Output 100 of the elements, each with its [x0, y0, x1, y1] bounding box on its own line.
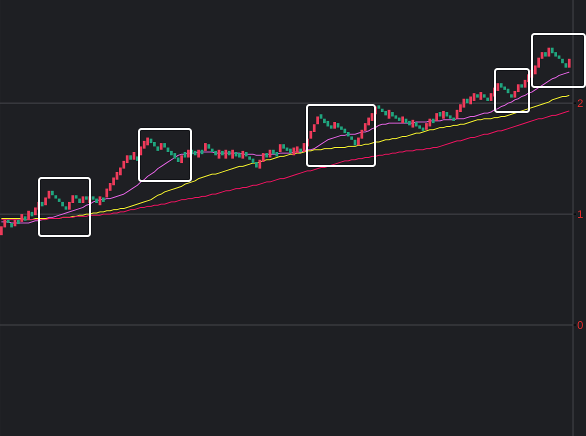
candlestick — [391, 112, 394, 116]
candlestick — [265, 153, 268, 158]
candlestick — [292, 148, 296, 156]
candlestick — [98, 196, 102, 206]
candlestick — [61, 202, 64, 206]
candlestick — [326, 120, 330, 126]
candlestick — [503, 86, 506, 90]
candlestick — [548, 48, 550, 57]
candlestick — [506, 88, 510, 94]
candlestick — [40, 202, 44, 206]
candlestick — [197, 150, 200, 158]
candlestick — [228, 150, 231, 156]
candlestick — [163, 143, 166, 148]
candlestick — [544, 52, 547, 57]
y-tick-label: 0 — [578, 321, 583, 329]
candlestick — [401, 116, 404, 124]
candlestick — [17, 220, 20, 224]
candlestick — [302, 143, 306, 152]
y-tick-label: 1 — [578, 210, 583, 218]
candlestick — [299, 148, 302, 152]
candlestick — [462, 98, 466, 108]
candlestick — [336, 123, 340, 128]
candlestick — [286, 148, 288, 151]
candlestick — [234, 152, 238, 156]
candlestick — [78, 198, 81, 204]
candlestick — [64, 206, 68, 210]
candlestick — [20, 214, 24, 222]
candlestick — [388, 110, 390, 119]
candlestick — [422, 128, 424, 131]
candlestick — [10, 222, 13, 228]
candlestick — [231, 150, 234, 159]
candlestick — [428, 118, 432, 126]
candlestick — [150, 138, 152, 144]
candlestick — [442, 110, 445, 119]
candlestick — [218, 150, 220, 159]
candlestick — [24, 216, 27, 221]
candlestick — [170, 150, 173, 156]
candlestick — [30, 212, 34, 216]
candlestick — [153, 142, 156, 146]
candlestick — [452, 118, 456, 121]
candlestick — [95, 198, 98, 204]
candlestick — [207, 144, 210, 149]
candlestick — [255, 162, 258, 168]
candlestick — [510, 94, 513, 98]
candlestick — [187, 150, 190, 158]
candlestick — [194, 150, 197, 156]
candlestick — [354, 140, 356, 146]
candlestick — [558, 55, 560, 59]
candlestick — [320, 114, 322, 119]
candlestick — [238, 153, 241, 158]
candlestick — [435, 113, 438, 121]
candlestick — [472, 93, 476, 101]
candlestick — [180, 155, 183, 164]
candlestick — [282, 144, 285, 149]
candlestick — [82, 196, 84, 204]
candlestick — [438, 112, 442, 116]
candlestick — [6, 220, 10, 223]
candlestick — [384, 110, 387, 116]
candlestick — [343, 128, 346, 134]
candlestick — [550, 48, 554, 54]
candlestick — [445, 112, 448, 116]
candlestick — [380, 108, 384, 112]
candlestick — [333, 122, 336, 129]
candlestick — [54, 195, 58, 199]
candlestick — [252, 158, 254, 164]
candlestick — [184, 152, 186, 158]
candlestick — [200, 150, 204, 154]
candlestick — [350, 136, 353, 140]
candlestick — [204, 143, 207, 151]
candlestick — [432, 118, 435, 124]
candlestick — [296, 146, 299, 154]
candlestick — [340, 126, 343, 130]
candlestick — [58, 198, 61, 202]
candlestick — [500, 83, 503, 88]
candlestick — [564, 63, 568, 68]
candlestick — [414, 122, 418, 126]
candlestick — [146, 138, 149, 146]
candlestick — [129, 155, 132, 160]
candlestick — [160, 143, 163, 150]
candlestick — [496, 83, 500, 91]
candlestick — [166, 148, 170, 152]
candlestick — [214, 150, 217, 156]
candlestick — [132, 152, 136, 160]
candlestick — [102, 197, 105, 202]
candlestick — [466, 98, 469, 104]
candlestick — [173, 153, 176, 159]
candlestick — [210, 148, 214, 152]
candlestick — [244, 152, 248, 156]
candlestick — [272, 150, 275, 154]
candlestick — [14, 220, 16, 226]
candlestick — [398, 118, 401, 121]
y-tick-label: 2 — [578, 99, 583, 107]
candlestick — [268, 150, 272, 158]
candlestick — [469, 96, 472, 104]
candlestick — [323, 118, 326, 124]
candlestick — [404, 118, 408, 124]
candlestick — [278, 144, 282, 152]
candlestick — [561, 58, 564, 64]
candlestick — [476, 94, 479, 98]
candlestick — [408, 120, 411, 126]
